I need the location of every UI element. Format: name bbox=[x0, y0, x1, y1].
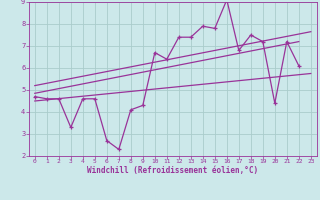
X-axis label: Windchill (Refroidissement éolien,°C): Windchill (Refroidissement éolien,°C) bbox=[87, 166, 258, 175]
